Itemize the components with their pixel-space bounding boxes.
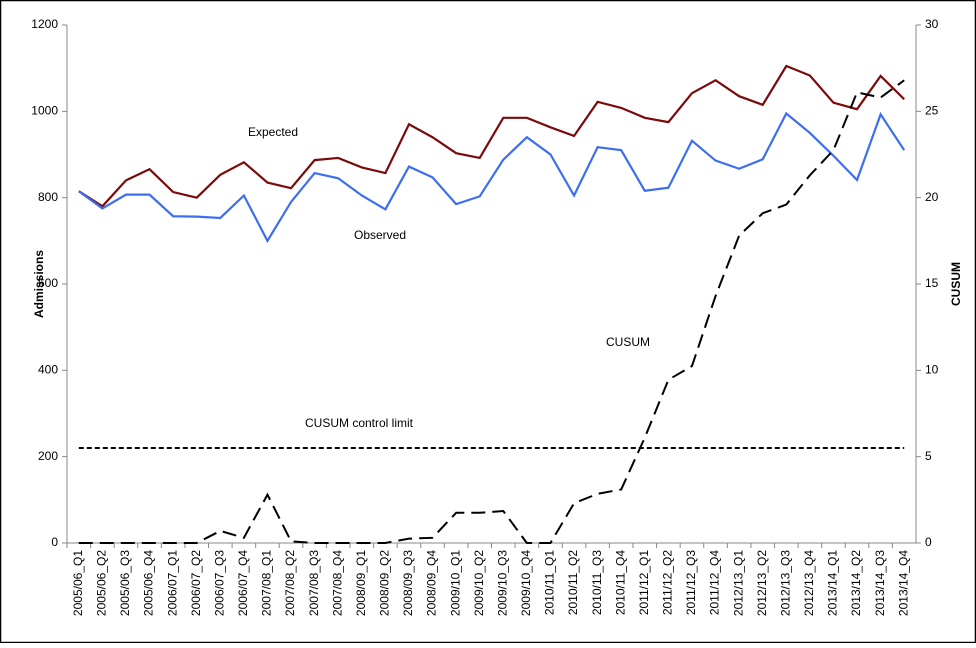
y-tick-label: 1200	[31, 17, 58, 31]
y2-axis-label: CUSUM	[949, 262, 963, 306]
x-tick-label: 2006/07_Q3	[212, 550, 226, 616]
x-tick-label: 2008/09_Q1	[354, 550, 368, 616]
y2-tick-label: 20	[925, 190, 939, 204]
y-tick-label: 600	[38, 276, 58, 290]
x-tick-label: 2009/10_Q3	[495, 550, 509, 616]
x-tick-label: 2010/11_Q4	[613, 550, 627, 615]
x-tick-label: 2012/13_Q4	[802, 550, 816, 616]
x-tick-label: 2005/06_Q1	[71, 550, 85, 616]
x-tick-label: 2013/14_Q4	[896, 550, 910, 616]
x-tick-label: 2005/06_Q2	[95, 550, 109, 616]
x-tick-label: 2007/08_Q1	[260, 550, 274, 616]
x-tick-label: 2012/13_Q2	[755, 550, 769, 616]
y2-tick-label: 0	[925, 535, 932, 549]
x-tick-label: 2013/14_Q2	[849, 550, 863, 616]
x-tick-label: 2013/14_Q3	[873, 550, 887, 616]
y-tick-label: 200	[38, 449, 58, 463]
y2-tick-label: 15	[925, 276, 939, 290]
x-tick-label: 2008/09_Q2	[378, 550, 392, 616]
y-tick-label: 0	[51, 535, 58, 549]
x-tick-label: 2011/12_Q4	[708, 550, 722, 615]
series-label: CUSUM control limit	[305, 416, 414, 430]
x-tick-label: 2009/10_Q2	[472, 550, 486, 616]
x-tick-label: 2011/12_Q2	[661, 550, 675, 615]
x-tick-label: 2005/06_Q4	[142, 550, 156, 616]
x-tick-label: 2005/06_Q3	[118, 550, 132, 616]
series-label: Expected	[248, 125, 298, 139]
series-line	[78, 64, 905, 208]
y-tick-label: 400	[38, 363, 58, 377]
y-axis-label: Admissions	[32, 250, 46, 318]
x-tick-label: 2012/13_Q1	[731, 550, 745, 616]
x-tick-label: 2006/07_Q4	[236, 550, 250, 616]
y2-tick-label: 25	[925, 104, 939, 118]
x-tick-label: 2013/14_Q1	[826, 550, 840, 616]
series-line	[78, 111, 906, 244]
x-tick-label: 2007/08_Q3	[307, 550, 321, 616]
x-tick-label: 2010/11_Q2	[566, 550, 580, 615]
x-tick-label: 2009/10_Q4	[519, 550, 533, 616]
x-tick-label: 2010/11_Q3	[590, 550, 604, 615]
series-label: Observed	[354, 228, 406, 242]
y2-tick-label: 10	[925, 363, 939, 377]
x-tick-label: 2007/08_Q4	[330, 550, 344, 616]
x-tick-label: 2006/07_Q1	[165, 550, 179, 616]
x-tick-label: 2008/09_Q4	[425, 550, 439, 616]
x-tick-label: 2011/12_Q3	[684, 550, 698, 615]
y2-tick-label: 5	[925, 449, 932, 463]
x-tick-label: 2007/08_Q2	[283, 550, 297, 616]
x-tick-label: 2010/11_Q1	[543, 550, 557, 615]
x-tick-label: 2008/09_Q3	[401, 550, 415, 616]
x-tick-label: 2012/13_Q3	[778, 550, 792, 616]
x-tick-label: 2009/10_Q1	[448, 550, 462, 616]
x-tick-label: 2011/12_Q1	[637, 550, 651, 615]
series-line	[78, 79, 905, 544]
series-label: CUSUM	[606, 335, 650, 349]
y-tick-label: 800	[38, 190, 58, 204]
y-tick-label: 1000	[31, 104, 58, 118]
x-tick-label: 2006/07_Q2	[189, 550, 203, 616]
y2-tick-label: 30	[925, 17, 939, 31]
